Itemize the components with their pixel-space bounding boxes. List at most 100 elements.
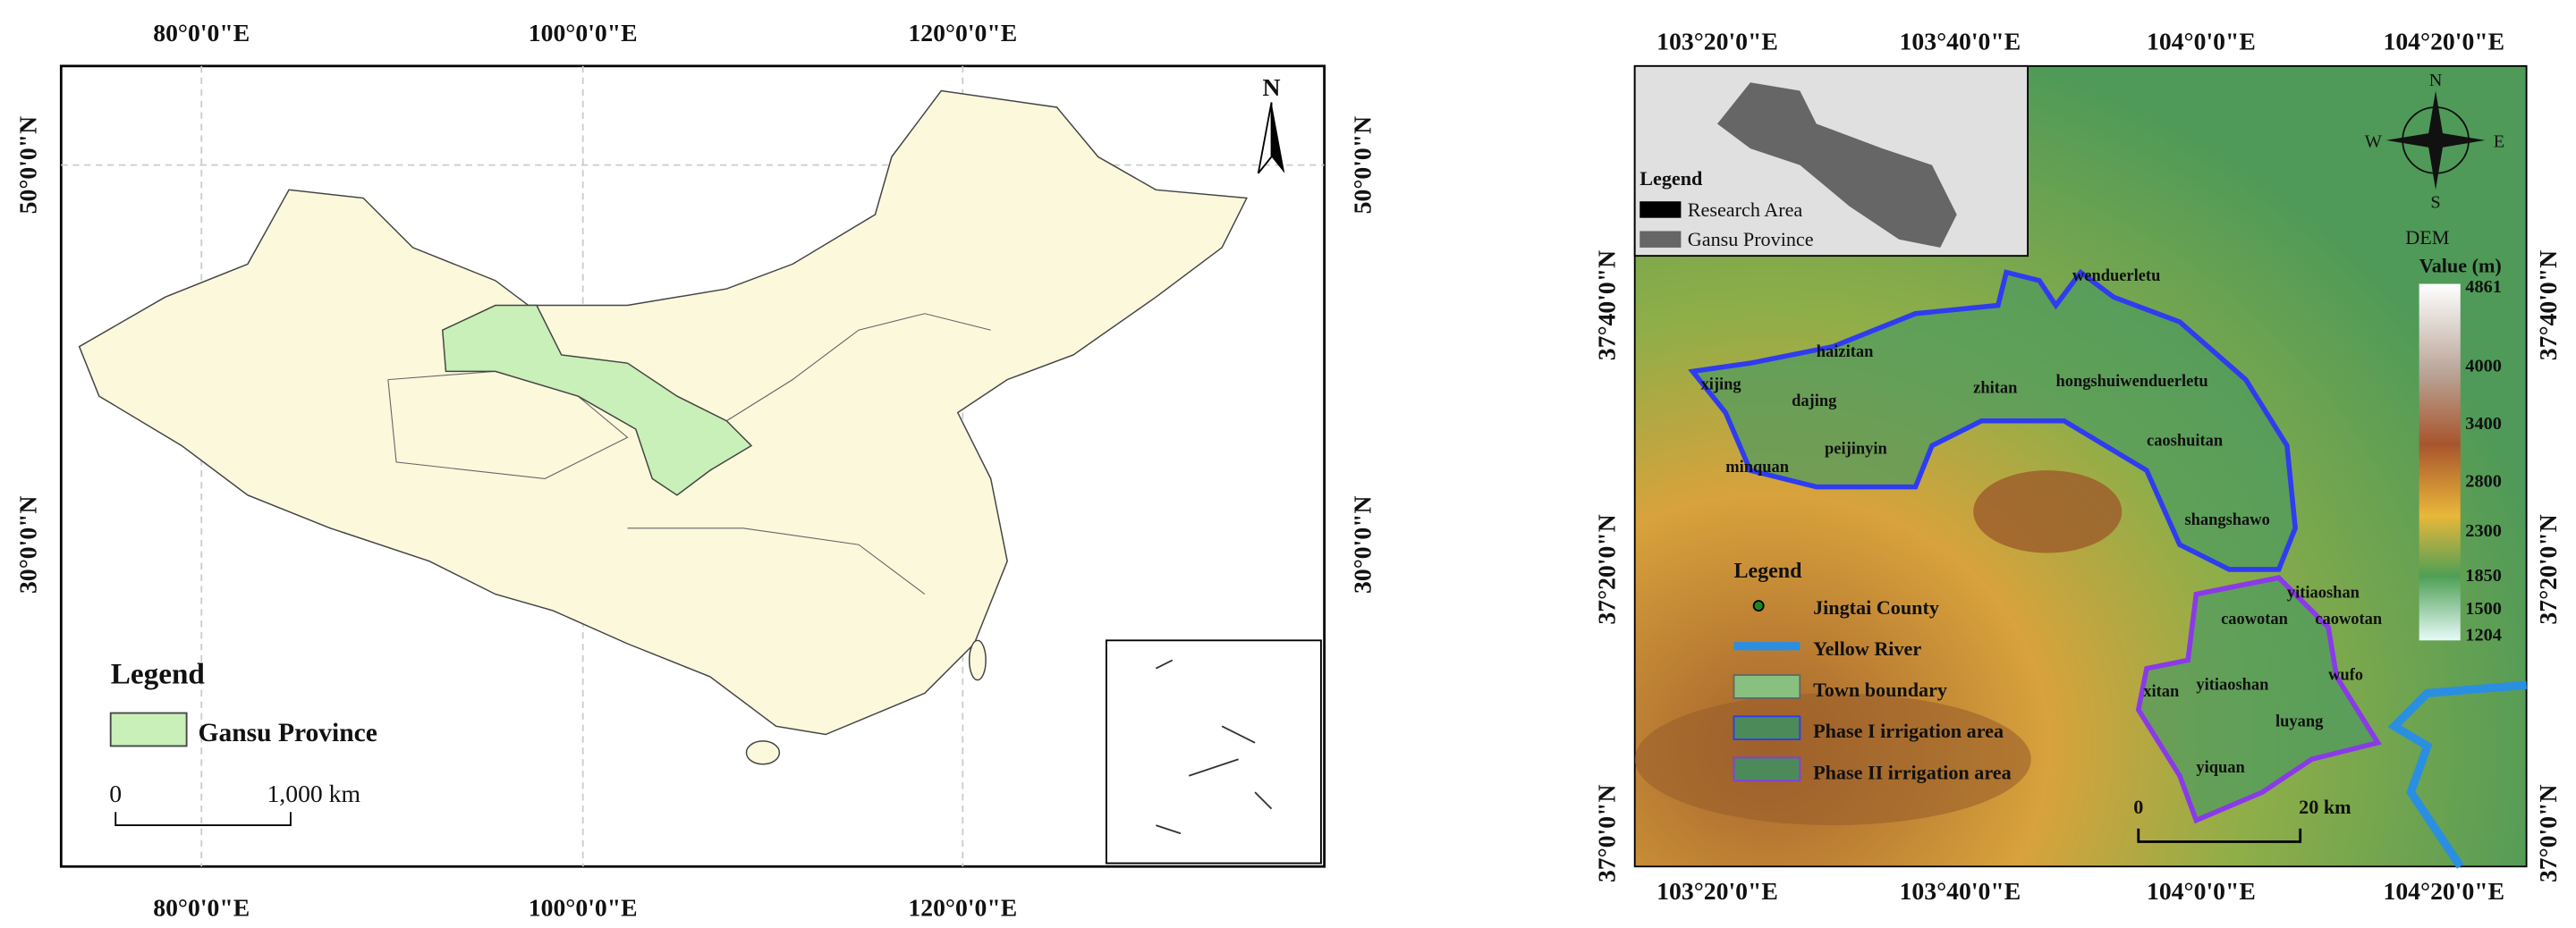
dem-title: DEM xyxy=(2405,226,2450,249)
mountain xyxy=(1973,470,2123,553)
left-map: N 80°0'0"E 100°0'0"E 120°0'0"E 80°0'0"E … xyxy=(14,19,1377,921)
south-sea-inset xyxy=(1106,639,1322,865)
dem-label: 1850 xyxy=(2465,566,2502,586)
legend-title: Legend xyxy=(1640,167,1703,190)
right-axes: 103°20'0"E 103°20'0"E 103°40'0"E 103°40'0"E… xyxy=(1593,27,2562,905)
dem-label: 2300 xyxy=(2465,521,2502,541)
town-label: caowotan xyxy=(2221,610,2288,628)
dem-label: 4861 xyxy=(2465,277,2502,297)
legend-swatch xyxy=(1640,201,1682,218)
province-boundary xyxy=(627,527,926,595)
scale-label: 0 xyxy=(2133,796,2143,818)
town-label: peijinyin xyxy=(1825,440,1887,458)
y-label: 37°40'0"N xyxy=(1593,250,1621,360)
x-label: 103°40'0"E xyxy=(1900,27,2021,55)
legend-swatch xyxy=(1733,674,1801,699)
islands xyxy=(1155,659,1273,835)
dem-label: 4000 xyxy=(2465,356,2502,375)
y-label: 37°40'0"N xyxy=(2534,250,2562,360)
legend-item: Research Area xyxy=(1688,198,1803,221)
town-label: yitiaoshan xyxy=(2287,583,2360,601)
north-label: N xyxy=(1263,73,1281,101)
scale-bar xyxy=(2137,828,2302,843)
x-label: 120°0'0"E xyxy=(908,894,1017,922)
x-label: 104°0'0"E xyxy=(2147,27,2256,55)
yellow-river xyxy=(2387,680,2527,869)
town-label: xijing xyxy=(1701,375,1742,393)
taiwan xyxy=(968,639,987,681)
x-label: 80°0'0"E xyxy=(153,19,250,46)
town-label: caowotan xyxy=(2315,610,2382,628)
legend-item: Gansu Province xyxy=(199,719,377,747)
x-label: 80°0'0"E xyxy=(153,894,250,922)
x-label: 104°20'0"E xyxy=(2383,27,2504,55)
town-label: yiquan xyxy=(2196,758,2244,776)
x-label: 100°0'0"E xyxy=(529,19,638,46)
town-label: haizitan xyxy=(1817,342,1874,360)
compass: N E S W xyxy=(2365,71,2504,213)
legend-swatch xyxy=(1733,715,1801,740)
hainan xyxy=(745,740,781,765)
phase-1-area xyxy=(1688,268,2298,572)
scale-label: 1,000 km xyxy=(267,780,360,807)
legend-swatch xyxy=(1640,231,1682,248)
y-label: 37°0'0"N xyxy=(1593,785,1621,883)
town-label: zhitan xyxy=(1973,378,2017,396)
dem-label: 2800 xyxy=(2465,472,2502,492)
town-label: yitiaoshan xyxy=(2196,676,2268,694)
y-label: 37°20'0"N xyxy=(2534,514,2562,624)
x-label: 120°0'0"E xyxy=(908,19,1017,46)
legend-title: Legend xyxy=(1733,560,1802,583)
scale-bar xyxy=(114,812,292,826)
province-boundary xyxy=(726,313,991,422)
mountain xyxy=(1634,693,2031,826)
scale-label: 20 km xyxy=(2299,796,2351,818)
town-label: wenduerletu xyxy=(2072,266,2160,284)
y-label: 37°20'0"N xyxy=(1593,514,1621,624)
compass-label: E xyxy=(2494,131,2504,151)
x-label: 103°20'0"E xyxy=(1657,27,1778,55)
x-label: 104°20'0"E xyxy=(2383,877,2504,905)
gansu-inset xyxy=(1717,82,1957,248)
legend-item: Jingtai County xyxy=(1813,596,1939,619)
town-label: caoshuitan xyxy=(2147,431,2223,449)
legend-items: Jingtai County Yellow River Town boundary P… xyxy=(1813,596,2012,784)
y-label: 37°0'0"N xyxy=(2534,785,2562,883)
y-label: 30°0'0"N xyxy=(1348,495,1376,594)
legend-swatch xyxy=(109,712,188,747)
town-label: dajing xyxy=(1792,392,1837,409)
gansu xyxy=(441,304,753,496)
x-label: 103°20'0"E xyxy=(1657,877,1778,905)
compass-star xyxy=(2385,131,2486,149)
dem-labels: 4861 4000 3400 2800 2300 1850 1500 1204 xyxy=(2465,277,2502,645)
scale-label: 0 xyxy=(109,780,122,807)
y-label: 50°0'0"N xyxy=(1348,116,1376,215)
legend-swatch xyxy=(1733,756,1801,782)
x-label: 104°0'0"E xyxy=(2147,877,2256,905)
y-label: 30°0'0"N xyxy=(14,495,42,594)
y-label: 50°0'0"N xyxy=(14,116,42,215)
legend-title: Legend xyxy=(111,657,206,690)
dem-label: 1500 xyxy=(2465,599,2502,619)
compass-label: W xyxy=(2365,131,2383,151)
town-label: hongshuiwenduerletu xyxy=(2055,372,2207,390)
legend-item: Phase I irrigation area xyxy=(1813,720,2004,742)
town-label: wufo xyxy=(2328,666,2363,684)
town-label: shangshawo xyxy=(2184,510,2269,528)
compass-label: S xyxy=(2430,193,2440,213)
town-label: xitan xyxy=(2143,682,2179,700)
dem-label: 3400 xyxy=(2465,414,2502,434)
x-label: 103°40'0"E xyxy=(1900,877,2021,905)
town-labels: wenduerletu xijing haizitan dajing zhitan hon… xyxy=(1701,266,2383,776)
legend-item: Gansu Province xyxy=(1688,228,1814,250)
dem-unit: Value (m) xyxy=(2419,255,2502,277)
legend-swatch xyxy=(1752,600,1765,612)
right-map: Legend Research Area Gansu Province N E … xyxy=(1593,27,2562,905)
compass-label: N xyxy=(2429,71,2443,90)
legend-swatch xyxy=(1733,642,1801,651)
town-label: minquan xyxy=(1725,458,1789,476)
legend-item: Town boundary xyxy=(1813,679,1947,701)
legend-item: Phase II irrigation area xyxy=(1813,761,2012,783)
x-label: 100°0'0"E xyxy=(529,894,638,922)
